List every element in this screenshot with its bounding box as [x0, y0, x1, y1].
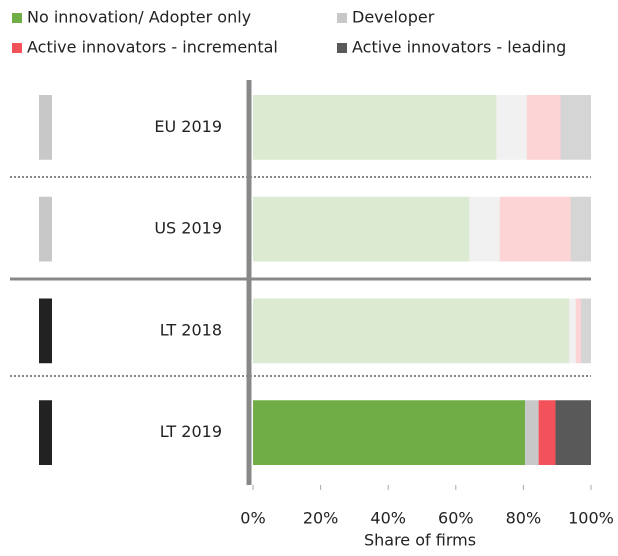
x-axis-title: Share of firms [364, 531, 476, 550]
x-tick-label: 60% [438, 509, 474, 528]
x-tick-label: 40% [370, 509, 406, 528]
x-tick-label: 100% [568, 509, 614, 528]
bar-segment [538, 400, 556, 465]
bar-segment [499, 196, 571, 262]
indicator [39, 400, 52, 465]
bar-segment [469, 196, 500, 262]
category-label: EU 2019 [154, 117, 222, 136]
bar-segment [560, 95, 591, 160]
category-label: LT 2019 [160, 422, 222, 441]
x-tick-label: 0% [240, 509, 265, 528]
legend-swatch [337, 13, 347, 23]
x-tick-label: 80% [506, 509, 542, 528]
bar-segment [580, 298, 591, 364]
indicator [39, 298, 52, 364]
bar-segment [253, 95, 497, 160]
legend-swatch [12, 13, 22, 23]
bar-segment [253, 196, 470, 262]
indicator [39, 95, 52, 160]
bar-segment [569, 298, 576, 364]
bar-segment [253, 400, 526, 465]
legend-swatch [12, 43, 22, 53]
bar-segment [570, 196, 591, 262]
legend-swatch [337, 43, 347, 53]
indicator [39, 196, 52, 262]
legend-label: Developer [352, 8, 435, 27]
legend-label: Active innovators - incremental [27, 38, 278, 57]
legend-label: Active innovators - leading [352, 38, 566, 57]
bar-segment [555, 400, 591, 465]
category-label: LT 2018 [160, 320, 222, 339]
bar-segment [526, 95, 561, 160]
bar-segment [525, 400, 539, 465]
bar-segment [575, 298, 581, 364]
category-label: US 2019 [154, 219, 222, 238]
x-tick-label: 20% [303, 509, 339, 528]
bar-segment [253, 298, 570, 364]
legend-label: No innovation/ Adopter only [27, 8, 251, 27]
bar-segment [496, 95, 527, 160]
